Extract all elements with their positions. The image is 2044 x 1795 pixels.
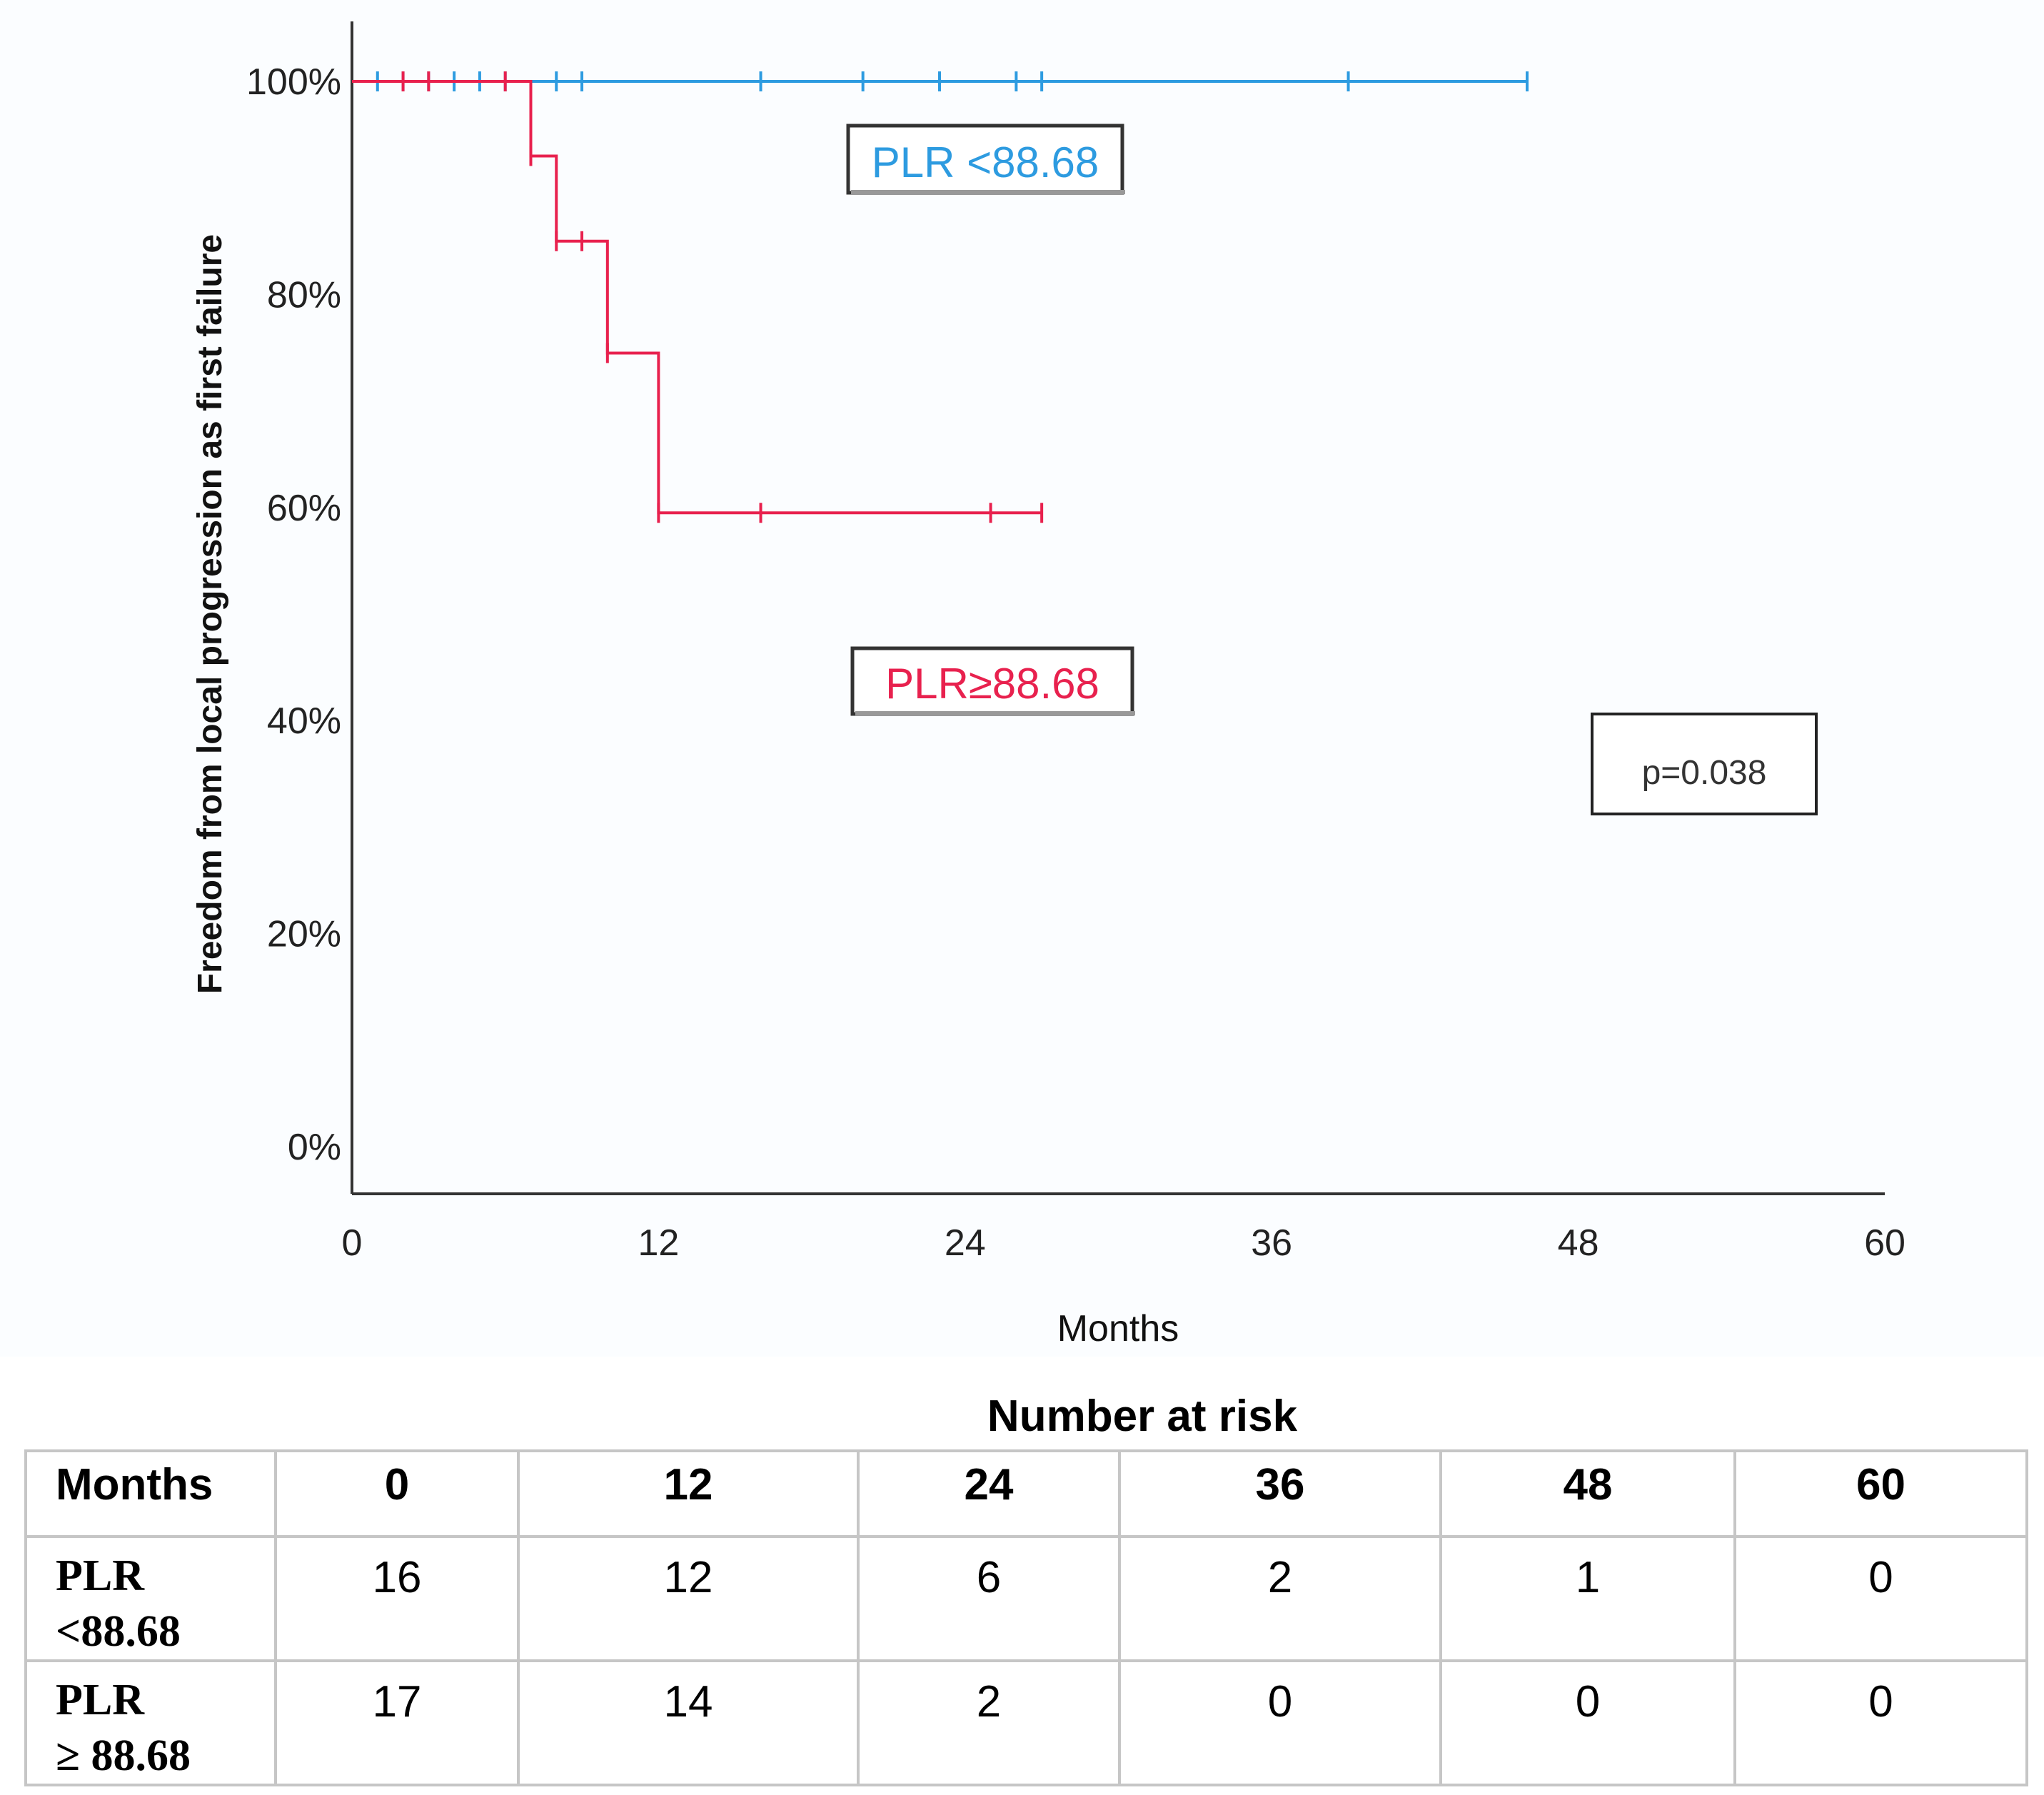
risk-cell: 12 — [517, 1535, 860, 1662]
chart-area: 0% 20% 40% 60% 80% 100% 0 12 24 36 48 60 Freedom f… — [191, 21, 1905, 1349]
x-axis-label: Months — [1057, 1308, 1179, 1349]
series-layer — [352, 71, 1529, 523]
p-value-text: p=0.038 — [1642, 754, 1767, 792]
risk-table-header-row: Months 0 12 24 36 48 60 — [24, 1449, 2028, 1538]
p-value-box: p=0.038 — [1591, 713, 1818, 815]
x-tick-label: 36 — [1251, 1222, 1292, 1264]
risk-cell: 1 — [1439, 1535, 1736, 1662]
risk-cell: 0 — [1733, 1535, 2028, 1662]
y-tick-label: 40% — [267, 700, 341, 742]
y-axis-label: Freedom from local progression as first … — [191, 234, 229, 994]
km-chart: 0% 20% 40% 60% 80% 100% 0 12 24 36 48 60 Freedom f… — [191, 21, 1905, 1349]
legend-plr-low-label: PLR <88.68 — [872, 139, 1099, 186]
legend-plr-high-label: PLR≥88.68 — [885, 660, 1099, 708]
risk-cell: 6 — [857, 1535, 1121, 1662]
legend-plr-low: PLR <88.68 — [846, 124, 1125, 195]
risk-cell: 17 — [274, 1659, 520, 1786]
risk-cell: 2 — [1118, 1535, 1442, 1662]
legend-plr-high-box — [850, 646, 1134, 716]
x-ticks: 0 12 24 36 48 60 — [342, 1222, 1905, 1264]
y-tick-label: 80% — [267, 274, 341, 316]
y-ticks: 0% 20% 40% 60% 80% 100% — [246, 61, 341, 1168]
risk-header-months: Months — [24, 1449, 277, 1538]
risk-table-title: Number at risk — [987, 1392, 1298, 1441]
risk-cell: 2 — [857, 1659, 1121, 1786]
x-tick-label: 12 — [638, 1222, 679, 1264]
risk-header-cell: 24 — [857, 1449, 1121, 1538]
y-tick-label: 100% — [246, 61, 341, 103]
y-tick-label: 20% — [267, 914, 341, 955]
risk-header-cell: 36 — [1118, 1449, 1442, 1538]
x-tick-label: 60 — [1864, 1222, 1905, 1264]
risk-header-cell: 0 — [274, 1449, 520, 1538]
risk-cell: 16 — [274, 1535, 520, 1662]
risk-header-cell: 48 — [1439, 1449, 1736, 1538]
risk-cell: 14 — [517, 1659, 860, 1786]
risk-row-label: PLR <88.68 — [24, 1535, 277, 1662]
legend-plr-high: PLR≥88.68 — [850, 646, 1135, 716]
risk-header-cell: 60 — [1733, 1449, 2028, 1538]
risk-row-label-line2: ≥ 88.68 — [56, 1731, 191, 1780]
risk-row-plr-high: PLR ≥ 88.68 17 14 2 0 0 0 — [24, 1659, 2028, 1786]
legend-plr-low-shadow — [851, 190, 1125, 194]
risk-header-cell: 12 — [517, 1449, 860, 1538]
risk-cell: 0 — [1733, 1659, 2028, 1786]
risk-row-label-line1: PLR — [56, 1676, 144, 1724]
risk-cell: 0 — [1439, 1659, 1736, 1786]
risk-row-label-line2: <88.68 — [56, 1607, 181, 1656]
y-tick-label: 60% — [267, 488, 341, 529]
risk-row-label-line1: PLR — [56, 1552, 144, 1600]
risk-cell: 0 — [1118, 1659, 1442, 1786]
x-tick-label: 48 — [1558, 1222, 1599, 1264]
risk-row-plr-low: PLR <88.68 16 12 6 2 1 0 — [24, 1535, 2028, 1662]
p-value-frame — [1591, 713, 1818, 815]
y-tick-label: 0% — [288, 1127, 341, 1168]
x-tick-label: 24 — [945, 1222, 986, 1264]
x-tick-label: 0 — [342, 1222, 363, 1264]
legend-plr-high-shadow — [855, 711, 1135, 715]
legend-plr-low-box — [846, 124, 1124, 195]
risk-row-label: PLR ≥ 88.68 — [24, 1659, 277, 1786]
risk-table: Months 0 12 24 36 48 60 PLR <88.68 16 12 … — [24, 1449, 2028, 1786]
